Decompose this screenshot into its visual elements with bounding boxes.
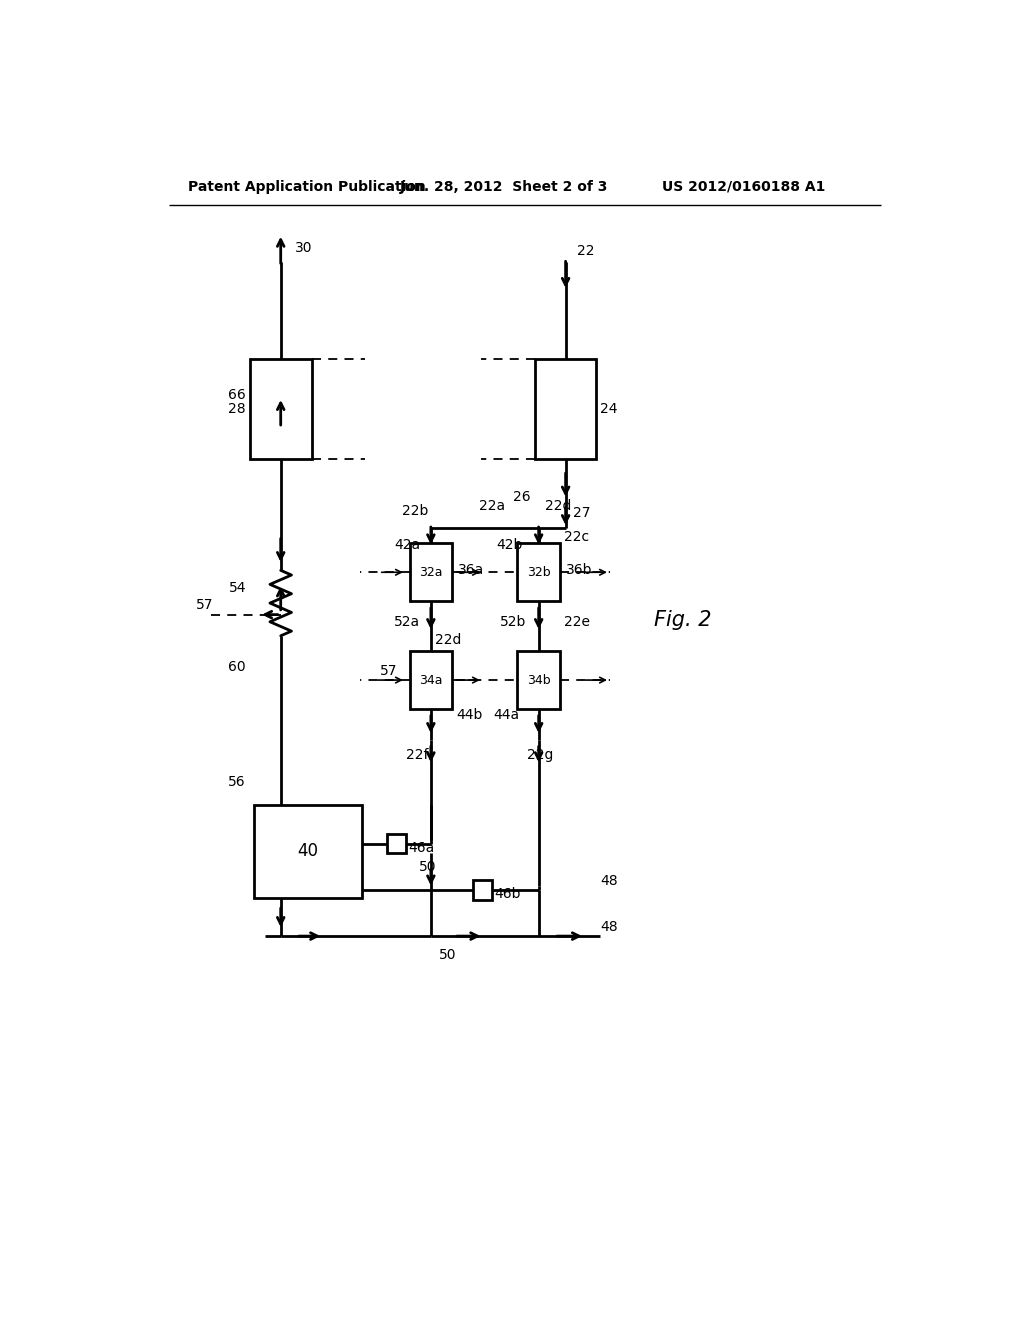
Text: 48: 48 bbox=[600, 920, 617, 933]
Text: 22d: 22d bbox=[545, 499, 571, 513]
Text: 32b: 32b bbox=[526, 566, 551, 578]
Text: 48: 48 bbox=[600, 874, 617, 887]
Text: 34b: 34b bbox=[526, 673, 551, 686]
Text: 50: 50 bbox=[438, 948, 456, 962]
Text: 42b: 42b bbox=[497, 539, 522, 552]
Bar bbox=[535, 359, 596, 459]
Text: 57: 57 bbox=[196, 598, 214, 612]
Text: 22b: 22b bbox=[401, 504, 428, 517]
Text: 28: 28 bbox=[228, 401, 246, 416]
Text: 36b: 36b bbox=[566, 562, 593, 577]
Text: 22g: 22g bbox=[527, 748, 554, 762]
Bar bbox=[517, 544, 560, 601]
Text: 46b: 46b bbox=[495, 887, 521, 900]
Text: 22d: 22d bbox=[435, 634, 461, 647]
Text: 30: 30 bbox=[295, 242, 312, 256]
Text: 36a: 36a bbox=[458, 562, 484, 577]
Text: 46a: 46a bbox=[409, 841, 434, 854]
Bar bbox=[250, 359, 311, 459]
Bar bbox=[387, 834, 406, 853]
Text: 56: 56 bbox=[228, 775, 246, 789]
Text: 52b: 52b bbox=[500, 615, 526, 630]
Text: Fig. 2: Fig. 2 bbox=[654, 610, 712, 631]
Text: 22c: 22c bbox=[563, 531, 589, 544]
Bar bbox=[517, 651, 560, 709]
Text: US 2012/0160188 A1: US 2012/0160188 A1 bbox=[662, 180, 825, 194]
Text: 34a: 34a bbox=[419, 673, 442, 686]
Text: 26: 26 bbox=[513, 490, 530, 504]
Text: 22f: 22f bbox=[407, 748, 429, 762]
Text: 42a: 42a bbox=[394, 539, 420, 552]
Text: Jun. 28, 2012  Sheet 2 of 3: Jun. 28, 2012 Sheet 2 of 3 bbox=[400, 180, 608, 194]
Text: 27: 27 bbox=[573, 506, 591, 520]
Text: 24: 24 bbox=[600, 401, 617, 416]
Text: 22: 22 bbox=[578, 244, 595, 257]
Text: Patent Application Publication: Patent Application Publication bbox=[188, 180, 426, 194]
Bar bbox=[410, 651, 452, 709]
Text: 40: 40 bbox=[297, 842, 318, 861]
Text: 44a: 44a bbox=[493, 708, 519, 722]
Text: 66: 66 bbox=[228, 388, 246, 401]
Text: 44b: 44b bbox=[456, 708, 482, 722]
Bar bbox=[254, 805, 361, 898]
Text: 22a: 22a bbox=[479, 499, 505, 513]
Text: 32a: 32a bbox=[419, 566, 442, 578]
Text: 52a: 52a bbox=[394, 615, 420, 630]
Text: 60: 60 bbox=[228, 660, 246, 673]
Text: 57: 57 bbox=[381, 664, 398, 678]
Bar bbox=[410, 544, 452, 601]
Text: 22e: 22e bbox=[563, 615, 590, 630]
Text: 50: 50 bbox=[419, 859, 437, 874]
Text: 54: 54 bbox=[228, 581, 246, 595]
Bar bbox=[473, 880, 493, 899]
